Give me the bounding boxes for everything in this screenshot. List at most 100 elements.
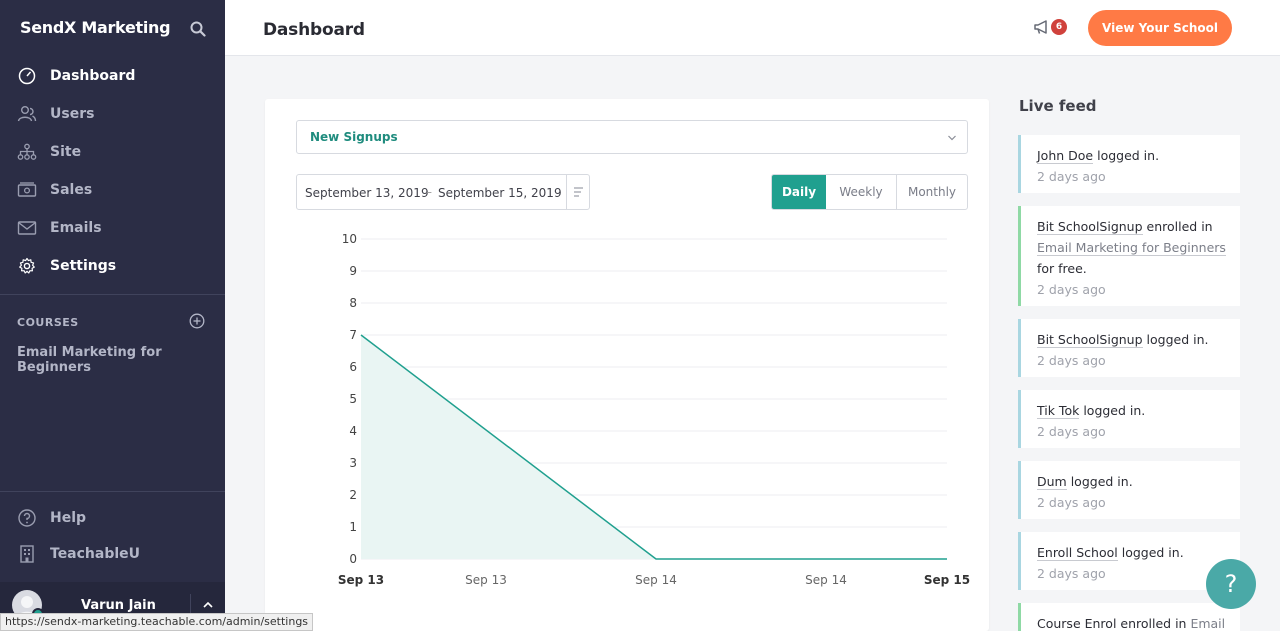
sidebar-divider — [0, 294, 225, 295]
chevron-up-icon[interactable] — [202, 600, 214, 610]
course-link[interactable]: Email Marketing for Beginners — [17, 345, 162, 375]
megaphone-icon[interactable] — [1033, 19, 1051, 35]
building-icon — [20, 545, 34, 563]
period-toggle: Daily Weekly Monthly — [771, 174, 968, 210]
feed-suffix: for free. — [1037, 261, 1087, 276]
feed-item: Bit SchoolSignup logged in. 2 days ago — [1018, 319, 1240, 377]
y-tick-label: 4 — [349, 424, 357, 438]
y-tick-label: 10 — [342, 232, 357, 246]
metric-select[interactable]: New Signups — [296, 120, 968, 154]
feed-time: 2 days ago — [1037, 169, 1106, 184]
y-tick-label: 0 — [349, 552, 357, 566]
feed-user-link[interactable]: Course Enrol — [1037, 616, 1117, 631]
y-tick-label: 6 — [349, 360, 357, 374]
nav-label: Sales — [50, 182, 93, 198]
feed-course-link[interactable]: Email — [1190, 616, 1226, 631]
view-school-button[interactable]: View Your School — [1088, 10, 1232, 46]
date-end[interactable]: September 15, 2019 — [438, 186, 562, 200]
money-icon — [17, 182, 37, 197]
nav-dashboard[interactable]: Dashboard — [0, 57, 225, 95]
feed-user-link[interactable]: John Doe — [1037, 148, 1094, 164]
nav-label: Help — [50, 510, 87, 526]
feed-user-link[interactable]: Bit SchoolSignup — [1037, 332, 1143, 348]
signups-chart: 0 1 2 3 4 5 6 7 8 9 10 Sep 13 Sep 13 Sep 14 Sep 14 Sep … — [338, 232, 970, 587]
y-tick-label: 7 — [349, 328, 357, 342]
envelope-icon — [17, 221, 37, 235]
y-tick-label: 2 — [349, 488, 357, 502]
nav-help[interactable]: Help — [0, 499, 225, 537]
user-menu-divider — [190, 594, 191, 620]
feed-user-link[interactable]: Tik Tok — [1037, 403, 1080, 419]
lines-icon — [574, 187, 583, 197]
nav-emails[interactable]: Emails — [0, 209, 225, 247]
feed-time: 2 days ago — [1037, 495, 1106, 510]
signups-card: New Signups September 13, 2019 – Septemb… — [265, 99, 989, 631]
help-circle-icon — [18, 509, 36, 527]
feed-item: Dum logged in. 2 days ago — [1018, 461, 1240, 519]
feed-action: logged in. — [1093, 148, 1160, 163]
gear-icon — [19, 257, 35, 274]
feed-time: 2 days ago — [1037, 424, 1106, 439]
school-name[interactable]: SendX Marketing — [20, 18, 171, 37]
live-feed-title: Live feed — [1019, 97, 1097, 115]
date-start[interactable]: September 13, 2019 — [305, 186, 429, 200]
feed-item: Tik Tok logged in. 2 days ago — [1018, 390, 1240, 448]
topbar: Dashboard 6 View Your School — [225, 0, 1280, 56]
feed-course-link[interactable]: Email Marketing for Beginners — [1037, 240, 1226, 256]
period-weekly-button[interactable]: Weekly — [826, 175, 897, 209]
nav-label: Settings — [50, 258, 117, 274]
feed-action: enrolled in — [1142, 219, 1213, 234]
sitemap-icon — [17, 143, 37, 160]
feed-user-link[interactable]: Bit SchoolSignup — [1037, 219, 1143, 235]
nav-teachableu[interactable]: TeachableU — [0, 535, 225, 573]
notification-badge: 6 — [1051, 19, 1067, 35]
nav-label: TeachableU — [50, 546, 141, 562]
feed-time: 2 days ago — [1037, 566, 1106, 581]
feed-item: Enroll School logged in. 2 days ago — [1018, 532, 1240, 590]
user-name: Varun Jain — [81, 598, 156, 613]
feed-item: Bit SchoolSignup enrolled in Email Marke… — [1018, 206, 1240, 306]
date-options-button[interactable] — [566, 175, 589, 209]
chevron-down-icon — [948, 135, 956, 141]
feed-action: enrolled in — [1116, 616, 1191, 631]
speedometer-icon — [18, 67, 36, 85]
feed-time: 2 days ago — [1037, 282, 1106, 297]
courses-header: COURSES — [17, 316, 79, 329]
nav-label: Users — [50, 106, 95, 122]
feed-action: logged in. — [1066, 474, 1133, 489]
y-tick-label: 1 — [349, 520, 357, 534]
x-tick-label: Sep 15 — [924, 573, 970, 587]
y-tick-label: 9 — [349, 264, 357, 278]
search-icon[interactable] — [190, 21, 206, 37]
date-separator: – — [426, 185, 432, 199]
series-area — [361, 335, 947, 559]
y-tick-label: 3 — [349, 456, 357, 470]
x-tick-label: Sep 13 — [338, 573, 384, 587]
period-monthly-button[interactable]: Monthly — [907, 185, 957, 199]
add-course-icon[interactable] — [189, 313, 205, 329]
nav-settings[interactable]: Settings — [0, 247, 225, 285]
nav-users[interactable]: Users — [0, 95, 225, 133]
metric-select-value: New Signups — [310, 130, 398, 144]
nav-site[interactable]: Site — [0, 133, 225, 171]
date-range-picker[interactable]: September 13, 2019 – September 15, 2019 — [296, 174, 590, 210]
nav-label: Emails — [50, 220, 102, 236]
series-line — [360, 334, 947, 560]
feed-time: 2 days ago — [1037, 353, 1106, 368]
sidebar-divider — [0, 491, 225, 492]
feed-action: logged in. — [1079, 403, 1146, 418]
y-tick-label: 5 — [349, 392, 357, 406]
nav-sales[interactable]: Sales — [0, 171, 225, 209]
feed-item: John Doe logged in. 2 days ago — [1018, 135, 1240, 193]
nav-label: Dashboard — [50, 68, 136, 84]
feed-user-link[interactable]: Enroll School — [1037, 545, 1118, 561]
x-tick-label: Sep 14 — [635, 573, 677, 587]
x-tick-label: Sep 13 — [465, 573, 507, 587]
nav-label: Site — [50, 144, 82, 160]
help-chat-button[interactable]: ? — [1206, 559, 1256, 609]
period-daily-button[interactable]: Daily — [772, 175, 826, 209]
y-tick-label: 8 — [349, 296, 357, 310]
sidebar: SendX Marketing Dashboard Users Site Sal… — [0, 0, 225, 631]
feed-user-link[interactable]: Dum — [1037, 474, 1067, 490]
feed-item: Course Enrol enrolled in Email — [1018, 603, 1240, 631]
